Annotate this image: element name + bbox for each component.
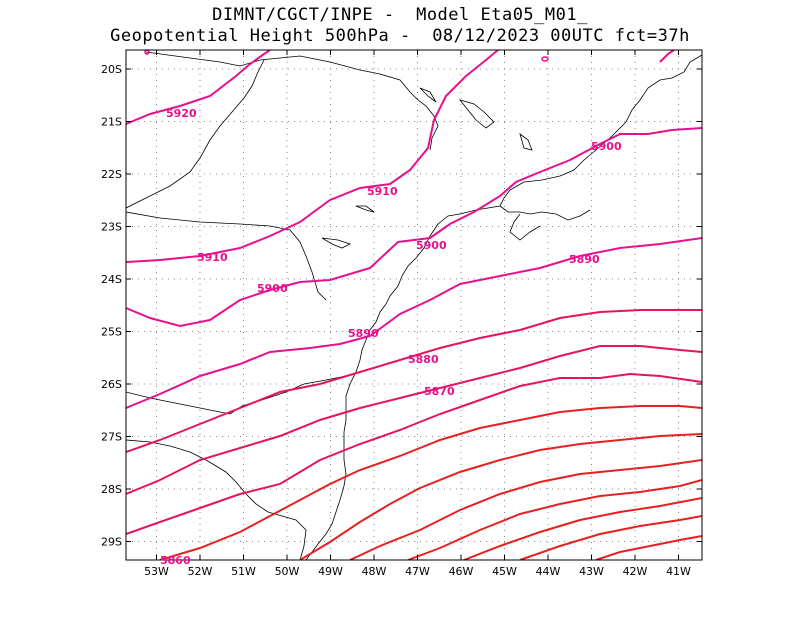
state-border-2 [126,59,265,209]
contour-5850 [159,405,702,560]
contour-label-5860: 5860 [160,554,191,567]
lat-label: 21S [101,116,122,129]
lat-label: 22S [101,168,122,181]
state-border-1 [145,51,439,151]
contour-label-5920: 5920 [166,107,197,120]
coastline [305,54,702,560]
contour-5870 [126,345,702,495]
lon-label: 49W [318,565,343,578]
contour-label-5870: 5870 [424,385,455,398]
contour-label-5890-a: 5890 [569,253,600,266]
contour-5830 [349,459,702,560]
map-frame [125,49,703,561]
state-border-5 [126,439,307,560]
lon-label: 46W [449,565,474,578]
lat-label: 20S [101,63,122,76]
contour-5900-a [126,127,702,328]
lat-label: 27S [101,431,122,444]
lon-label: 45W [492,565,517,578]
state-border-3 [126,211,327,301]
contour-5900-b [659,50,675,63]
contour-5920 [126,50,271,125]
lon-label: 44W [536,565,561,578]
contour-5820 [407,479,702,560]
lon-label: 51W [231,565,256,578]
lon-label: 47W [405,565,430,578]
contour-5860 [126,372,702,535]
coastline-bay-2 [509,213,541,241]
contour-label-5880: 5880 [408,353,439,366]
map-title-line-2: Geopotential Height 500hPa - 08/12/2023 … [110,26,690,46]
lon-label: 41W [666,565,691,578]
contour-label-5910-a: 5910 [367,185,398,198]
contour-label-5900-a: 5900 [591,140,622,153]
contour-5790 [595,535,702,560]
lon-label: 53W [144,565,169,578]
contour-5840 [299,433,702,560]
coastline-and-borders [126,51,702,560]
lake-2 [419,87,437,103]
lake-4 [321,237,352,249]
lat-label: 26S [101,378,122,391]
map-title-line-1: DIMNT/CGCT/INPE - Model Eta05_M01_ [212,5,588,25]
contour-label-5890-b: 5890 [348,327,379,340]
contour-5910-north [126,50,499,263]
contour-closed-small [541,56,549,62]
contour-label-5910-b: 5910 [197,251,228,264]
lake-1 [458,99,495,129]
contour-label-5900-b: 5900 [416,239,447,252]
coastline-bay-1 [499,205,591,221]
longitude-labels: 53W 52W 51W 50W 49W 48W 47W 46W 45W 44W 43W 42W 41W [144,565,691,578]
lake-3 [519,132,533,151]
contour-value-labels: 5920 5910 5910 5900 5900 5900 5890 5890 … [160,107,622,567]
contour-5880 [126,309,702,453]
graticule-grid [126,50,702,560]
lat-label: 29S [101,536,122,549]
contour-5810 [463,497,702,560]
lon-label: 48W [362,565,387,578]
lat-label: 28S [101,483,122,496]
lon-label: 50W [275,565,300,578]
lat-label: 25S [101,326,122,339]
lon-label: 42W [623,565,648,578]
lon-label: 43W [579,565,604,578]
latitude-labels: 20S 21S 22S 23S 24S 25S 26S 27S 28S 29S [101,63,122,549]
lon-label: 52W [188,565,213,578]
lake-5 [355,205,375,213]
axis-ticks [126,50,702,560]
contour-5890 [126,237,702,409]
contour-5800 [519,515,702,560]
state-border-4 [126,375,347,415]
lat-label: 24S [101,273,122,286]
lat-label: 23S [101,221,122,234]
geopotential-contours [126,50,702,560]
contour-label-5900-c: 5900 [257,282,288,295]
